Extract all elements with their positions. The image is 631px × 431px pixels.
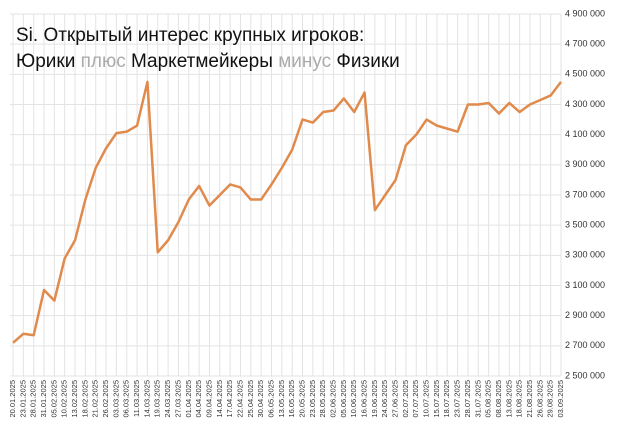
x-tick-label: 29.08.2025: [546, 380, 555, 418]
y-tick-label: 4 900 000: [565, 8, 605, 18]
y-tick-label: 3 500 000: [565, 220, 605, 230]
y-tick-label: 4 100 000: [565, 129, 605, 139]
x-tick-label: 28.07.2025: [463, 380, 472, 418]
x-tick-label: 19.06.2025: [370, 380, 379, 418]
title-segment: Юрики: [16, 51, 81, 72]
x-tick-label: 04.04.2025: [194, 380, 203, 418]
x-tick-label: 31.07.2025: [473, 380, 482, 418]
x-tick-label: 13.02.2025: [70, 380, 79, 418]
x-tick-label: 05.08.2025: [484, 380, 493, 418]
x-tick-label: 23.05.2025: [308, 380, 317, 418]
x-tick-label: 05.06.2025: [339, 380, 348, 418]
x-tick-label: 21.08.2025: [525, 380, 534, 418]
x-tick-label: 24.03.2025: [163, 380, 172, 418]
chart-title: Si. Открытый интерес крупных игроков:: [16, 25, 364, 46]
x-tick-label: 30.04.2025: [256, 380, 265, 418]
x-tick-label: 11.03.2025: [132, 380, 141, 417]
x-tick-label: 06.05.2025: [266, 380, 275, 418]
x-tick-label: 03.09.2025: [556, 380, 565, 418]
x-tick-label: 16.05.2025: [287, 380, 296, 418]
y-tick-label: 2 500 000: [565, 370, 605, 380]
x-tick-label: 08.08.2025: [494, 380, 503, 418]
x-tick-label: 23.01.2025: [18, 380, 27, 418]
x-tick-label: 24.06.2025: [380, 380, 389, 418]
x-tick-label: 18.02.2025: [80, 380, 89, 418]
x-tick-label: 13.05.2025: [277, 380, 286, 418]
title-segment: Маркетмейкеры: [126, 51, 278, 72]
y-tick-label: 3 100 000: [565, 280, 605, 290]
x-tick-label: 06.03.2025: [122, 380, 131, 418]
line-series: [12, 80, 562, 344]
title-segment: Физики: [331, 51, 400, 72]
x-tick-label: 14.04.2025: [215, 380, 224, 418]
x-tick-label: 14.03.2025: [142, 380, 151, 418]
x-tick-label: 05.02.2025: [49, 380, 58, 418]
title-segment: минус: [278, 51, 331, 72]
x-tick-label: 15.07.2025: [432, 380, 441, 418]
x-tick-label: 21.02.2025: [91, 380, 100, 418]
x-tick-label: 28.05.2025: [318, 380, 327, 418]
title-segment: Si. Открытый интерес крупных игроков:: [16, 25, 364, 46]
x-tick-label: 19.03.2025: [153, 380, 162, 418]
x-tick-label: 25.04.2025: [246, 380, 255, 418]
chart-title: Юрики плюс Маркетмейкеры минус Физики: [16, 51, 400, 72]
x-tick-label: 13.08.2025: [504, 380, 513, 418]
x-tick-label: 27.06.2025: [391, 380, 400, 418]
x-tick-label: 09.04.2025: [204, 380, 213, 418]
y-tick-label: 4 300 000: [565, 99, 605, 109]
title-segment: плюс: [81, 51, 126, 72]
x-tick-label: 31.01.2025: [39, 380, 48, 418]
x-tick-label: 10.02.2025: [60, 380, 69, 418]
x-tick-label: 02.07.2025: [401, 380, 410, 418]
x-tick-label: 22.04.2025: [235, 380, 244, 418]
x-tick-label: 17.04.2025: [225, 380, 234, 418]
y-tick-label: 4 700 000: [565, 39, 605, 49]
y-tick-label: 2 900 000: [565, 310, 605, 320]
y-tick-label: 4 500 000: [565, 69, 605, 79]
x-tick-label: 18.08.2025: [515, 380, 524, 418]
x-tick-label: 20.01.2025: [8, 380, 17, 418]
x-tick-label: 01.04.2025: [184, 380, 193, 418]
x-tick-label: 26.08.2025: [535, 380, 544, 418]
x-tick-label: 10.06.2025: [349, 380, 358, 418]
x-tick-label: 02.06.2025: [329, 380, 338, 418]
x-tick-label: 18.07.2025: [442, 380, 451, 418]
y-tick-label: 3 700 000: [565, 189, 605, 199]
y-tick-label: 2 700 000: [565, 340, 605, 350]
y-tick-label: 3 900 000: [565, 159, 605, 169]
y-tick-label: 3 300 000: [565, 250, 605, 260]
x-tick-label: 28.01.2025: [29, 380, 38, 418]
x-tick-label: 03.03.2025: [111, 380, 120, 418]
x-tick-label: 16.06.2025: [360, 380, 369, 418]
x-tick-label: 10.07.2025: [422, 380, 431, 418]
x-tick-label: 07.07.2025: [411, 380, 420, 418]
x-tick-label: 20.05.2025: [297, 380, 306, 418]
x-tick-label: 26.02.2025: [101, 380, 110, 418]
x-tick-label: 23.07.2025: [453, 380, 462, 418]
x-tick-label: 27.03.2025: [173, 380, 182, 418]
